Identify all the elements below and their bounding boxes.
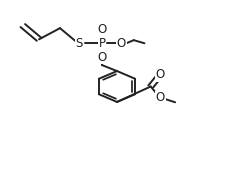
Text: S: S	[76, 37, 83, 50]
Text: P: P	[98, 37, 105, 50]
Text: O: O	[155, 68, 165, 81]
Text: O: O	[97, 51, 106, 64]
Text: O: O	[117, 37, 126, 50]
Text: O: O	[97, 22, 106, 35]
Text: O: O	[156, 92, 165, 104]
